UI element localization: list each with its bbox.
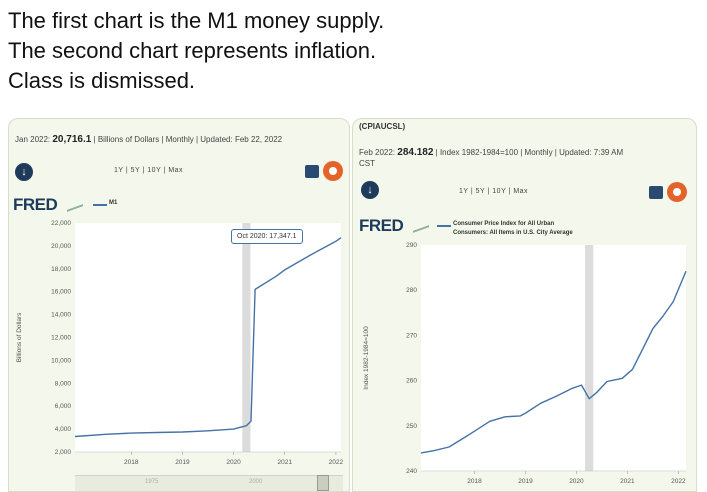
cpi-xtick-label: 2021: [620, 478, 635, 485]
cpi-legend-line-2: Consumers: All Items in U.S. City Averag…: [453, 230, 573, 236]
cpi-xtick-label: 2022: [671, 478, 686, 485]
m1-tooltip-text: Oct 2020: 17,347.1: [237, 233, 297, 240]
m1-xtick-label: 2021: [277, 459, 292, 466]
cpi-xtick-label: 2020: [569, 478, 584, 485]
cpi-xtick-label: 2019: [518, 478, 533, 485]
cpi-recession-band: [585, 245, 594, 471]
m1-navigator-bar[interactable]: [75, 475, 343, 491]
m1-legend-label: M1: [109, 200, 118, 206]
cpi-ytick-label: 280: [406, 287, 417, 294]
m1-plot-area: [75, 223, 341, 452]
caption-line-3: Class is dismissed.: [8, 68, 196, 93]
caption-line-2: The second chart represents inflation.: [8, 38, 377, 63]
m1-navigator-label-1975: 1975: [145, 479, 159, 485]
m1-series-line: [74, 237, 342, 438]
cpi-ytick-label: 240: [406, 468, 417, 475]
cpi-chart-panel: (CPIAUCSL) Feb 2022: 284.182 | Index 198…: [352, 118, 697, 492]
m1-line-chart: 2,000 4,000 6,000 8,000 10,000 12,000 14,000 16…: [16, 220, 344, 466]
settings-gear-icon[interactable]: [323, 161, 343, 181]
m1-xtick-label: 2018: [124, 459, 139, 466]
cpi-legend-swatch: [437, 225, 451, 227]
m1-y-axis-label: Billions of Dollars: [16, 312, 23, 363]
cpi-ytick-label: 270: [406, 332, 417, 339]
cpi-legend-line-1: Consumer Price Index for All Urban: [453, 221, 555, 227]
m1-info-meta: | Billions of Dollars | Monthly | Update…: [93, 135, 283, 144]
calendar-icon[interactable]: [649, 186, 663, 199]
m1-info-date: Jan 2022:: [15, 135, 51, 144]
m1-recession-band: [242, 223, 251, 452]
cpi-ytick-label: 250: [406, 423, 417, 430]
m1-tooltip: Oct 2020: 17,347.1: [231, 229, 303, 244]
cpi-legend-label: Consumer Price Index for All Urban Consu…: [453, 220, 573, 238]
m1-ytick-label: 6,000: [55, 403, 72, 410]
m1-xtick-label: 2019: [175, 459, 190, 466]
m1-info-line: Jan 2022: 20,716.1 | Billions of Dollars…: [15, 134, 282, 145]
cpi-y-axis-label: Index 1982-1984=100: [363, 326, 370, 390]
calendar-icon[interactable]: [305, 165, 319, 178]
cpi-line-chart: 240 250 260 270 280 290 2018 2019 2020 2021 2022 In…: [363, 242, 687, 485]
cpi-info-meta: | Index 1982-1984=100 | Monthly | Update…: [435, 148, 624, 157]
m1-ytick-label: 10,000: [51, 357, 71, 364]
cpi-latest-value: 284.182: [397, 147, 434, 158]
m1-navigator-label-2000: 2000: [249, 479, 263, 485]
fred-logo: FRED: [359, 216, 404, 235]
caption-line-1: The first chart is the M1 money supply.: [8, 8, 385, 33]
m1-ytick-label: 8,000: [55, 380, 72, 387]
settings-gear-icon[interactable]: [667, 182, 687, 202]
m1-ytick-label: 20,000: [51, 243, 71, 250]
cpi-range-selector[interactable]: 1Y | 5Y | 10Y | Max: [459, 188, 529, 195]
m1-ytick-label: 14,000: [51, 312, 71, 319]
m1-navigator-handle[interactable]: [317, 475, 329, 491]
m1-ytick-label: 2,000: [55, 449, 72, 456]
cpi-ytick-label: 290: [406, 242, 417, 249]
cpi-info-date: Feb 2022:: [359, 148, 396, 157]
m1-xtick-label: 2022: [329, 459, 344, 466]
download-icon[interactable]: ↓: [361, 181, 379, 199]
cpi-series-id: (CPIAUCSL): [359, 122, 406, 131]
m1-ytick-label: 18,000: [51, 266, 71, 273]
download-icon[interactable]: ↓: [15, 163, 33, 181]
cpi-ytick-label: 260: [406, 378, 417, 385]
cpi-info-meta-2: CST: [359, 159, 375, 168]
m1-range-selector[interactable]: 1Y | 5Y | 10Y | Max: [114, 167, 184, 174]
m1-legend-swatch: [93, 204, 107, 206]
m1-ytick-label: 16,000: [51, 289, 71, 296]
m1-chart-panel: Jan 2022: 20,716.1 | Billions of Dollars…: [8, 118, 350, 492]
cpi-plot-area: [421, 245, 686, 471]
m1-ytick-label: 22,000: [51, 220, 71, 227]
m1-latest-value: 20,716.1: [52, 134, 92, 145]
m1-ytick-label: 12,000: [51, 335, 71, 342]
fred-logo: FRED: [13, 195, 58, 214]
cpi-xtick-label: 2018: [467, 478, 482, 485]
m1-ytick-label: 4,000: [55, 426, 72, 433]
m1-xtick-label: 2020: [226, 459, 241, 466]
cpi-series-line: [420, 270, 687, 454]
cpi-info-line: Feb 2022: 284.182 | Index 1982-1984=100 …: [359, 147, 689, 169]
